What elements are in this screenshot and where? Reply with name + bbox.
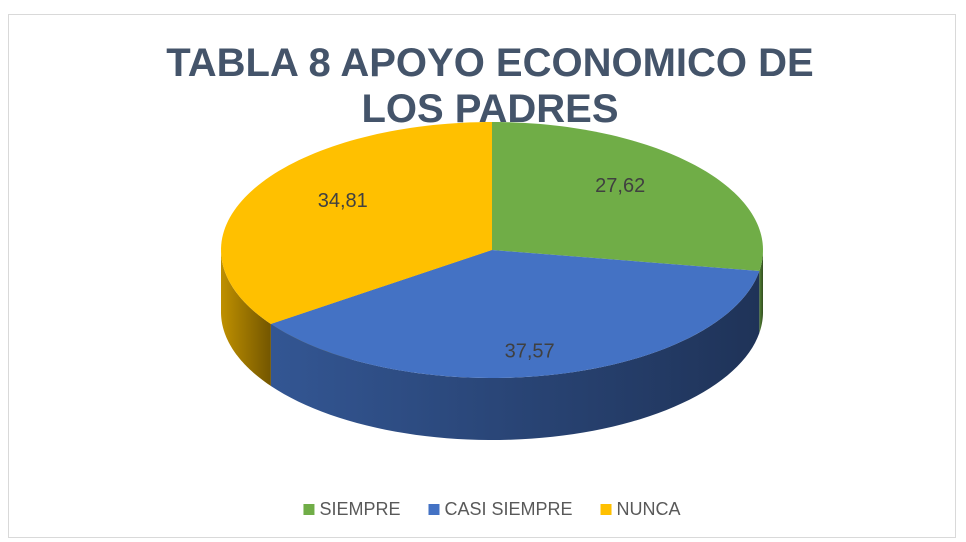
legend-swatch [303, 504, 315, 515]
slice [492, 122, 763, 271]
chart-title: TABLA 8 APOYO ECONOMICO DE LOS PADRES [166, 41, 814, 131]
slice-side [270, 270, 760, 440]
data-label: 37,57 [505, 341, 555, 363]
chart-frame [8, 14, 956, 538]
slice [270, 250, 760, 378]
legend-label: NUNCA [617, 499, 681, 519]
slice-side [221, 250, 271, 386]
legend-label: SIEMPRE [319, 499, 400, 519]
legend-label: CASI SIEMPRE [444, 499, 572, 519]
legend-swatch [428, 504, 440, 515]
slice-side [759, 250, 763, 333]
data-label: 34,81 [318, 190, 368, 212]
slice [221, 122, 493, 324]
legend-swatch [600, 504, 612, 515]
data-label: 27,62 [595, 175, 645, 197]
